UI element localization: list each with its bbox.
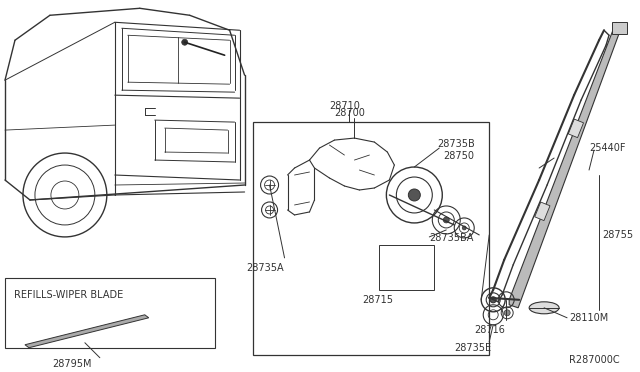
Circle shape: [444, 217, 449, 223]
Text: 25440F: 25440F: [589, 143, 625, 153]
Text: REFILLS-WIPER BLADE: REFILLS-WIPER BLADE: [14, 290, 124, 300]
Bar: [253, 122, 489, 355]
Text: 28715: 28715: [362, 295, 393, 305]
Bar: [380, 245, 435, 290]
Text: 28735E: 28735E: [454, 343, 492, 353]
Text: 28700: 28700: [334, 108, 365, 118]
Bar: [612, 22, 627, 34]
Text: 28735A: 28735A: [246, 263, 284, 273]
Polygon shape: [509, 22, 621, 308]
Text: 28710: 28710: [329, 101, 360, 111]
Text: 28795M: 28795M: [52, 359, 92, 369]
Bar: [568, 119, 584, 138]
Circle shape: [182, 39, 188, 45]
Text: 28735BA: 28735BA: [429, 233, 474, 243]
Text: 28716: 28716: [474, 325, 505, 335]
Polygon shape: [25, 315, 148, 348]
Text: 28755: 28755: [602, 230, 633, 240]
Text: 28110M: 28110M: [569, 313, 609, 323]
Circle shape: [408, 189, 420, 201]
Bar: [535, 202, 550, 221]
Circle shape: [462, 226, 467, 230]
Text: 28735B: 28735B: [437, 139, 475, 149]
Bar: [5, 278, 214, 348]
Ellipse shape: [529, 302, 559, 314]
Text: 28750: 28750: [444, 151, 474, 161]
Circle shape: [504, 310, 510, 316]
Text: R287000C: R287000C: [569, 355, 620, 365]
Circle shape: [490, 297, 496, 303]
